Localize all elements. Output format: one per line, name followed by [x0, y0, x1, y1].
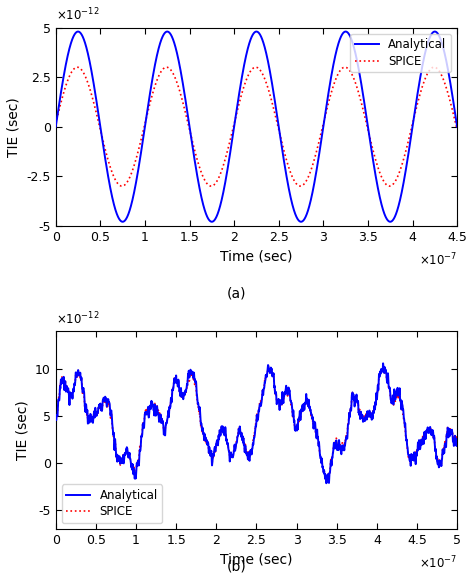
Analytical: [225, 164, 231, 171]
SPICE: [383, 370, 389, 377]
SPICE: [53, 120, 59, 127]
SPICE: [222, 158, 228, 165]
Analytical: [454, 435, 460, 442]
SPICE: [323, 478, 329, 485]
Line: SPICE: SPICE: [56, 67, 457, 186]
Analytical: [206, 445, 212, 452]
Line: SPICE: SPICE: [56, 365, 457, 481]
SPICE: [345, 65, 350, 72]
X-axis label: Time (sec): Time (sec): [220, 552, 292, 566]
Y-axis label: TIE (sec): TIE (sec): [7, 97, 21, 156]
Y-axis label: TIE (sec): TIE (sec): [16, 400, 29, 460]
SPICE: [225, 146, 231, 153]
Analytical: [380, 360, 386, 367]
Text: $\times10^{-7}$: $\times10^{-7}$: [419, 251, 457, 268]
SPICE: [208, 182, 214, 189]
Analytical: [442, 52, 448, 58]
Analytical: [345, 29, 350, 36]
Analytical: [422, 50, 428, 57]
Legend: Analytical, SPICE: Analytical, SPICE: [62, 484, 163, 523]
Analytical: [353, 396, 358, 403]
SPICE: [454, 126, 460, 133]
Analytical: [222, 182, 228, 189]
SPICE: [454, 431, 460, 438]
Analytical: [314, 433, 319, 440]
SPICE: [53, 415, 59, 422]
Analytical: [53, 123, 59, 130]
Analytical: [75, 28, 81, 35]
Text: $\times10^{-12}$: $\times10^{-12}$: [56, 310, 99, 327]
Legend: Analytical, SPICE: Analytical, SPICE: [350, 34, 451, 72]
Line: Analytical: Analytical: [56, 32, 457, 222]
X-axis label: Time (sec): Time (sec): [220, 249, 292, 263]
Analytical: [383, 367, 389, 374]
Text: $\times10^{-7}$: $\times10^{-7}$: [419, 555, 457, 571]
Analytical: [293, 423, 299, 430]
SPICE: [293, 424, 299, 431]
SPICE: [74, 64, 80, 71]
Text: (a): (a): [227, 287, 247, 301]
SPICE: [380, 361, 386, 368]
Analytical: [53, 416, 59, 423]
SPICE: [422, 76, 428, 83]
Line: Analytical: Analytical: [56, 364, 457, 483]
SPICE: [206, 446, 212, 453]
Text: (b): (b): [227, 559, 247, 573]
Analytical: [209, 218, 215, 225]
SPICE: [126, 452, 131, 459]
SPICE: [442, 80, 448, 87]
SPICE: [353, 395, 358, 402]
Analytical: [323, 480, 329, 487]
SPICE: [314, 433, 319, 440]
SPICE: [244, 75, 249, 82]
Analytical: [454, 123, 460, 130]
Text: $\times10^{-12}$: $\times10^{-12}$: [56, 7, 99, 24]
Analytical: [244, 50, 249, 57]
Analytical: [126, 452, 131, 459]
